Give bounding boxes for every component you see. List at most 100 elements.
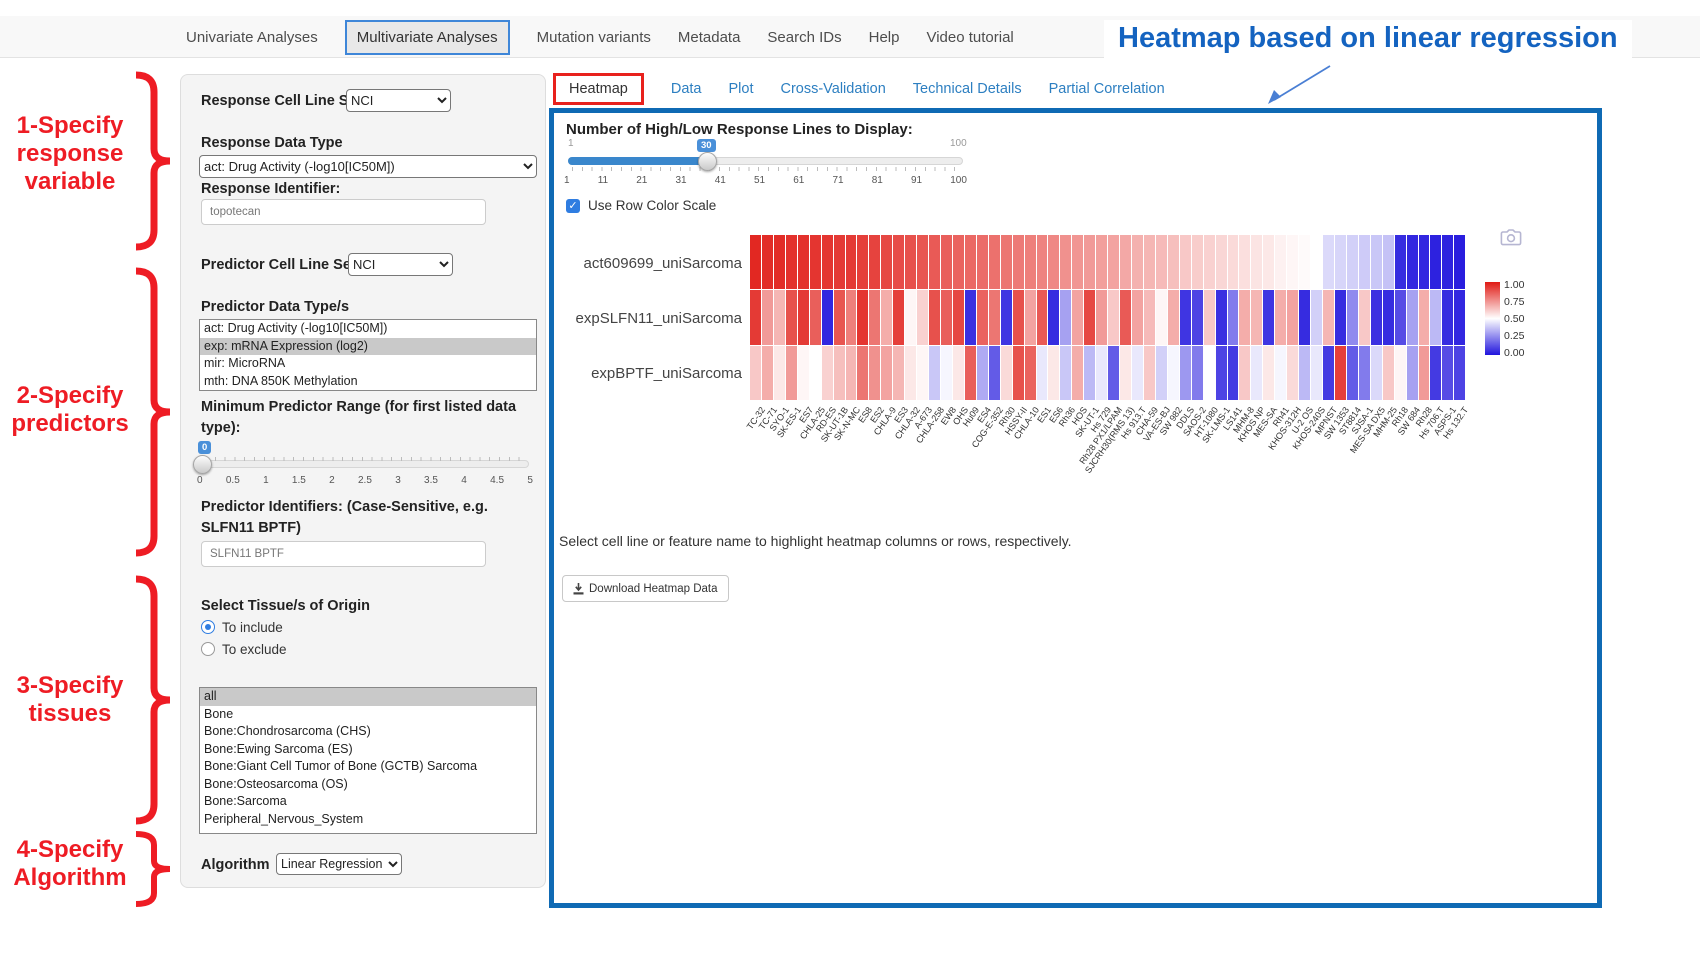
heatmap-cell[interactable] [1167, 290, 1179, 345]
heatmap-cell[interactable] [1442, 290, 1454, 345]
heatmap-cell[interactable] [1406, 235, 1418, 290]
heatmap-cell[interactable] [809, 290, 821, 345]
heatmap-cell[interactable] [1120, 345, 1131, 400]
heatmap-cell[interactable] [1382, 235, 1394, 290]
heatmap-cell[interactable] [1346, 235, 1358, 290]
heatmap-cell[interactable] [1406, 345, 1418, 400]
heatmap-cell[interactable] [1012, 235, 1024, 290]
heatmap-cell[interactable] [1263, 235, 1275, 290]
heatmap-cell[interactable] [1382, 345, 1394, 400]
heatmap-cell[interactable] [869, 290, 881, 345]
heatmap-cell[interactable] [1060, 290, 1072, 345]
response-lines-slider-handle[interactable] [698, 152, 717, 171]
heatmap-row-label[interactable]: act609699_uniSarcoma [583, 255, 742, 272]
predictor-data-type-option[interactable]: mir: MicroRNA [204, 356, 286, 370]
heatmap-cell[interactable] [1203, 235, 1215, 290]
heatmap-cell[interactable] [1096, 290, 1108, 345]
heatmap-cell[interactable] [1454, 290, 1466, 345]
heatmap-cell[interactable] [1299, 345, 1311, 400]
heatmap-cell[interactable] [1132, 235, 1143, 290]
heatmap-cell[interactable] [785, 235, 797, 290]
heatmap-cell[interactable] [1358, 290, 1370, 345]
heatmap-cell[interactable] [1454, 235, 1466, 290]
heatmap-cell[interactable] [1334, 235, 1346, 290]
heatmap-cell[interactable] [821, 345, 833, 400]
heatmap-cell[interactable] [1442, 235, 1454, 290]
heatmap-cell[interactable] [1191, 345, 1203, 400]
heatmap-cell[interactable] [1227, 290, 1239, 345]
min-predictor-range-slider-track[interactable] [201, 460, 529, 468]
heatmap-cell[interactable] [952, 345, 964, 400]
nav-item-univariate-analyses[interactable]: Univariate Analyses [186, 28, 318, 46]
heatmap-cell[interactable] [905, 345, 917, 400]
heatmap-cell[interactable] [893, 235, 905, 290]
tab-data[interactable]: Data [670, 81, 702, 97]
heatmap-cell[interactable] [988, 345, 1000, 400]
heatmap-cell[interactable] [1311, 345, 1322, 400]
heatmap-cell[interactable] [1048, 235, 1060, 290]
heatmap-cell[interactable] [1179, 235, 1191, 290]
heatmap-cell[interactable] [1239, 290, 1251, 345]
heatmap-cell[interactable] [1346, 345, 1358, 400]
heatmap-cell[interactable] [1311, 235, 1322, 290]
row-color-scale-checkbox[interactable]: ✓ [566, 199, 580, 213]
heatmap-cell[interactable] [845, 345, 857, 400]
heatmap-cell[interactable] [1227, 235, 1239, 290]
heatmap-cell[interactable] [1430, 235, 1442, 290]
heatmap-cell[interactable] [1048, 290, 1060, 345]
heatmap-cell[interactable] [845, 290, 857, 345]
algorithm-select[interactable]: Linear Regression [276, 853, 402, 875]
response-data-type-select[interactable]: act: Drug Activity (-log10[IC50M]) [199, 155, 537, 178]
heatmap-cell[interactable] [1120, 235, 1131, 290]
min-predictor-range-slider-handle[interactable] [193, 455, 212, 474]
heatmap-cell[interactable] [1287, 290, 1299, 345]
heatmap-cell[interactable] [797, 345, 809, 400]
heatmap-cell[interactable] [1323, 290, 1334, 345]
tissue-listbox[interactable]: all Bone Bone:Chondrosarcoma (CHS) Bone:Ewi… [199, 687, 537, 834]
heatmap-cell[interactable] [821, 235, 833, 290]
heatmap-cell[interactable] [1418, 345, 1430, 400]
heatmap-cell[interactable] [1143, 290, 1155, 345]
heatmap-cell[interactable] [1072, 345, 1084, 400]
heatmap-cell[interactable] [1024, 345, 1036, 400]
tissue-option[interactable]: Bone:Giant Cell Tumor of Bone (GCTB) Sar… [204, 759, 478, 773]
nav-item-multivariate-analyses[interactable]: Multivariate Analyses [344, 19, 510, 55]
heatmap-cell[interactable] [1430, 290, 1442, 345]
heatmap-cell[interactable] [1024, 290, 1036, 345]
heatmap-cell[interactable] [1155, 235, 1167, 290]
tissue-exclude-radio[interactable]: To exclude [201, 641, 287, 659]
heatmap-cell[interactable] [1251, 345, 1263, 400]
heatmap-cell[interactable] [1108, 290, 1120, 345]
heatmap-cell[interactable] [964, 290, 976, 345]
heatmap-cell[interactable] [785, 345, 797, 400]
heatmap-cell[interactable] [1382, 290, 1394, 345]
heatmap-cell[interactable] [976, 290, 988, 345]
heatmap-cell[interactable] [1215, 290, 1227, 345]
heatmap-cell[interactable] [857, 235, 869, 290]
heatmap-cell[interactable] [761, 345, 773, 400]
heatmap-cell[interactable] [857, 345, 869, 400]
heatmap-cell[interactable] [1167, 235, 1179, 290]
predictor-cell-line-set-select[interactable]: NCI [348, 253, 453, 276]
predictor-data-type-option[interactable]: act: Drug Activity (-log10[IC50M]) [204, 321, 388, 335]
heatmap-cell[interactable] [1132, 290, 1143, 345]
heatmap-cell[interactable] [917, 235, 929, 290]
response-cell-line-set-select[interactable]: NCI [346, 89, 451, 112]
tab-heatmap[interactable]: Heatmap [553, 73, 644, 105]
radio-selected-icon[interactable] [201, 620, 215, 634]
heatmap-cell[interactable] [1251, 235, 1263, 290]
heatmap-cell[interactable] [1334, 290, 1346, 345]
heatmap-cell[interactable] [1096, 235, 1108, 290]
heatmap-cell[interactable] [1358, 345, 1370, 400]
heatmap-cell[interactable] [988, 290, 1000, 345]
heatmap-cell[interactable] [1275, 235, 1287, 290]
heatmap-cell[interactable] [1215, 345, 1227, 400]
tissue-option[interactable]: Bone:Sarcoma [204, 794, 287, 808]
heatmap-cell[interactable] [750, 235, 761, 290]
heatmap-cell[interactable] [1060, 235, 1072, 290]
heatmap-cell[interactable] [1084, 235, 1096, 290]
heatmap-cell[interactable] [881, 290, 893, 345]
heatmap-cell[interactable] [750, 290, 761, 345]
heatmap-cell[interactable] [929, 345, 940, 400]
heatmap-cell[interactable] [1263, 290, 1275, 345]
